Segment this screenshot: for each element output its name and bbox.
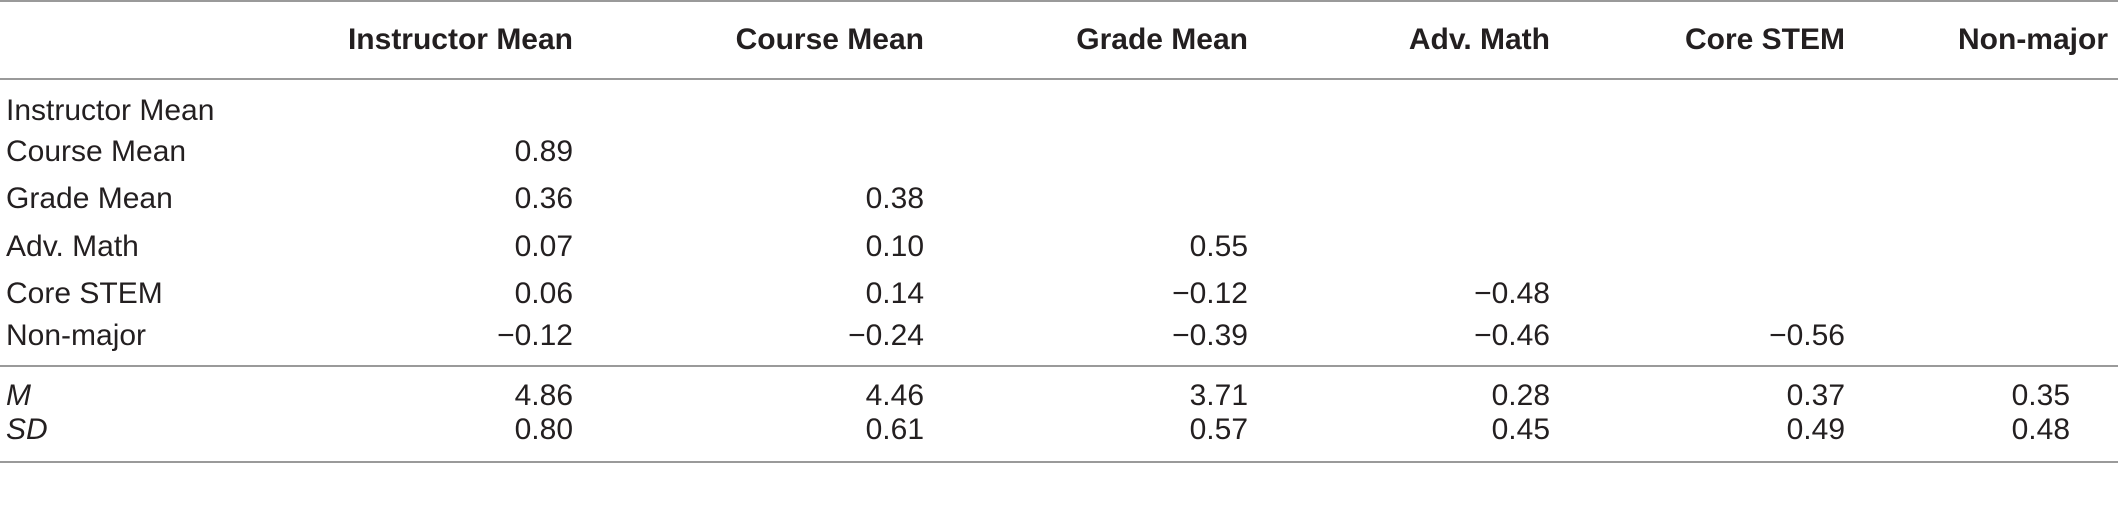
header-cell-corner — [0, 0, 300, 80]
header-cell-core-stem: Core STEM — [1580, 0, 1875, 80]
table-cell: 0.14 — [865, 277, 924, 311]
table-row: Non-major −0.12 −0.24 −0.39 −0.46 −0.56 — [0, 318, 2118, 366]
table-cell: 0.36 — [514, 182, 573, 216]
table-cell — [300, 79, 603, 128]
table-cell — [1580, 271, 1875, 319]
summary-cell: 0.35 — [1875, 364, 2118, 413]
table-cell — [1580, 79, 1875, 128]
table-cell: −0.46 — [1474, 319, 1550, 353]
table-cell — [603, 128, 954, 176]
table-cell: 0.06 — [514, 277, 573, 311]
table-cell: 0.38 — [865, 182, 924, 216]
table-cell — [954, 79, 1278, 128]
table-summary: M 4.86 4.46 3.71 0.28 0.37 0.35 SD 0.80 … — [0, 364, 2118, 463]
header-cell-grade-mean: Grade Mean — [954, 0, 1278, 80]
table-cell: 0.89 — [514, 134, 573, 168]
row-label: Grade Mean — [6, 182, 173, 216]
table-cell: −0.56 — [1769, 319, 1845, 353]
table-cell — [1580, 176, 1875, 224]
row-label: Adv. Math — [6, 229, 139, 263]
table-row: Instructor Mean — [0, 79, 2118, 128]
table-cell: 0.10 — [865, 229, 924, 263]
table-cell — [1875, 318, 2118, 366]
table-cell: −0.24 — [848, 319, 924, 353]
header-cell-non-major: Non-major — [1875, 0, 2118, 80]
table-cell — [1278, 79, 1580, 128]
summary-cell: 3.71 — [954, 364, 1278, 413]
table-row: Course Mean 0.89 — [0, 128, 2118, 176]
header-cell-course-mean: Course Mean — [603, 0, 954, 80]
table-cell — [1875, 223, 2118, 271]
table-cell: −0.12 — [1172, 277, 1248, 311]
summary-cell: 0.37 — [1580, 364, 1875, 413]
summary-row-mean: M 4.86 4.46 3.71 0.28 0.37 0.35 — [0, 364, 2118, 413]
summary-cell: 0.28 — [1278, 364, 1580, 413]
table-cell — [954, 128, 1278, 176]
table-body: Instructor Mean Course Mean 0.89 Grade M… — [0, 79, 2118, 366]
table-row: Adv. Math 0.07 0.10 0.55 — [0, 223, 2118, 271]
table-cell: −0.12 — [497, 319, 573, 353]
row-label: Instructor Mean — [6, 94, 215, 127]
table-cell — [954, 176, 1278, 224]
row-label: Non-major — [6, 319, 147, 353]
table-cell — [603, 79, 954, 128]
table-cell: 0.55 — [1189, 229, 1248, 263]
table-cell — [1875, 79, 2118, 128]
summary-label-mean: M — [0, 364, 300, 413]
summary-cell: 0.61 — [603, 413, 954, 463]
table-cell — [1278, 223, 1580, 271]
summary-cell: 0.45 — [1278, 413, 1580, 463]
row-label: Core STEM — [6, 277, 163, 311]
table-cell — [1278, 128, 1580, 176]
summary-cell: 4.46 — [603, 364, 954, 413]
table-cell: −0.48 — [1474, 277, 1550, 311]
summary-cell: 0.80 — [300, 413, 603, 463]
summary-cell: 0.57 — [954, 413, 1278, 463]
table-header: Instructor Mean Course Mean Grade Mean A… — [0, 0, 2118, 80]
header-row: Instructor Mean Course Mean Grade Mean A… — [0, 0, 2118, 80]
correlation-table: Instructor Mean Course Mean Grade Mean A… — [0, 0, 2118, 463]
table-cell — [1875, 271, 2118, 319]
table-cell — [1580, 223, 1875, 271]
table-row: Grade Mean 0.36 0.38 — [0, 176, 2118, 224]
summary-label-sd: SD — [0, 413, 300, 463]
table-cell: −0.39 — [1172, 319, 1248, 353]
table-cell — [1580, 128, 1875, 176]
table-cell — [1875, 176, 2118, 224]
summary-cell: 4.86 — [300, 364, 603, 413]
summary-row-sd: SD 0.80 0.61 0.57 0.45 0.49 0.48 — [0, 413, 2118, 463]
table-cell — [1875, 128, 2118, 176]
header-cell-adv-math: Adv. Math — [1278, 0, 1580, 80]
summary-cell: 0.49 — [1580, 413, 1875, 463]
summary-cell: 0.48 — [1875, 413, 2118, 463]
table-cell — [1278, 176, 1580, 224]
table-row: Core STEM 0.06 0.14 −0.12 −0.48 — [0, 271, 2118, 319]
header-cell-instructor-mean: Instructor Mean — [300, 0, 603, 80]
row-label: Course Mean — [6, 134, 187, 168]
table-cell: 0.07 — [514, 229, 573, 263]
